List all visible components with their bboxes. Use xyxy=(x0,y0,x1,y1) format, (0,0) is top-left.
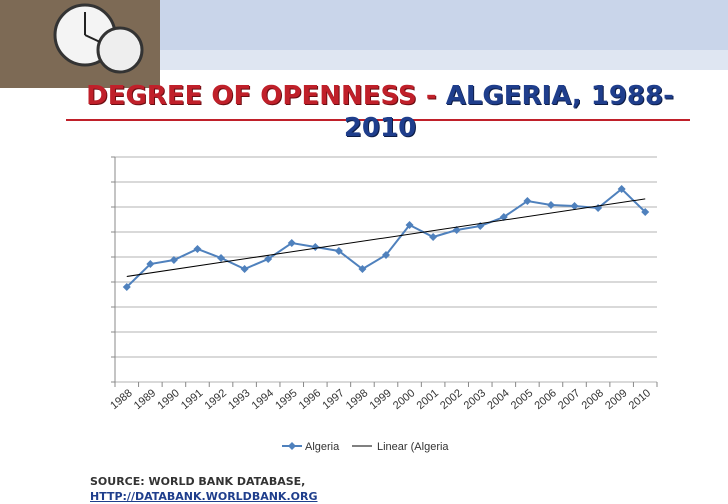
x-tick-label: 2000 xyxy=(391,387,417,412)
marker xyxy=(570,202,579,210)
marker xyxy=(287,239,296,247)
clock-hand xyxy=(84,34,101,43)
marker xyxy=(523,197,532,205)
x-tick-label: 1995 xyxy=(273,387,299,412)
x-tick-label: 2009 xyxy=(603,387,629,412)
marker xyxy=(499,213,508,221)
x-tick-label: 1992 xyxy=(203,387,229,412)
marker xyxy=(122,283,131,291)
legend-marker xyxy=(288,442,296,450)
trendline xyxy=(126,198,646,277)
marker xyxy=(217,254,226,262)
x-tick-label: 2005 xyxy=(509,387,535,412)
x-tick-label: 1991 xyxy=(179,387,205,412)
title-red: DEGREE OF OPENNESS - xyxy=(86,81,437,111)
x-tick-label: 1989 xyxy=(132,387,158,412)
source: SOURCE: WORLD BANK DATABASE, HTTP://DATAB… xyxy=(90,474,317,504)
title-blue: ALGERIA, 1988-2010 xyxy=(343,81,674,143)
x-tick-label: 1999 xyxy=(367,387,393,412)
x-tick-label: 2002 xyxy=(438,387,464,412)
marker xyxy=(405,221,414,229)
marker xyxy=(146,260,155,268)
marker xyxy=(358,265,367,273)
marker xyxy=(240,265,249,273)
marker xyxy=(334,247,343,255)
x-tick-label: 1998 xyxy=(344,387,370,412)
marker xyxy=(382,251,390,259)
x-tick-label: 1996 xyxy=(297,387,323,412)
clock xyxy=(96,26,144,74)
marker xyxy=(452,226,461,234)
x-tick-label: 1997 xyxy=(320,387,346,412)
x-tick-label: 2007 xyxy=(556,387,582,412)
x-tick-label: 2010 xyxy=(627,387,653,412)
title: DEGREE OF OPENNESS - ALGERIA, 1988-2010 xyxy=(50,80,710,144)
source-link: HTTP://DATABANK.WORLDBANK.ORG xyxy=(90,490,318,503)
marker xyxy=(311,243,320,251)
x-tick-label: 1988 xyxy=(108,387,134,412)
marker xyxy=(641,208,650,216)
source-text: SOURCE: WORLD BANK DATABASE, xyxy=(90,475,306,488)
x-tick-label: 2008 xyxy=(580,387,606,412)
header-band-dark xyxy=(150,0,728,50)
x-tick-label: 2003 xyxy=(462,387,488,412)
x-tick-label: 2006 xyxy=(532,387,558,412)
marker xyxy=(546,201,555,209)
marker xyxy=(193,245,202,253)
x-tick-label: 1993 xyxy=(226,387,252,412)
legend-label: Linear (Algeria xyxy=(377,441,449,453)
marker xyxy=(169,256,178,264)
legend-label: Algeria xyxy=(305,441,340,453)
marker xyxy=(429,233,438,241)
marker xyxy=(264,255,273,263)
x-tick-label: 2001 xyxy=(415,387,441,412)
x-tick-label: 2004 xyxy=(485,387,511,412)
x-tick-label: 1994 xyxy=(250,387,276,412)
marker xyxy=(617,185,626,193)
x-tick-label: 1990 xyxy=(155,387,181,412)
